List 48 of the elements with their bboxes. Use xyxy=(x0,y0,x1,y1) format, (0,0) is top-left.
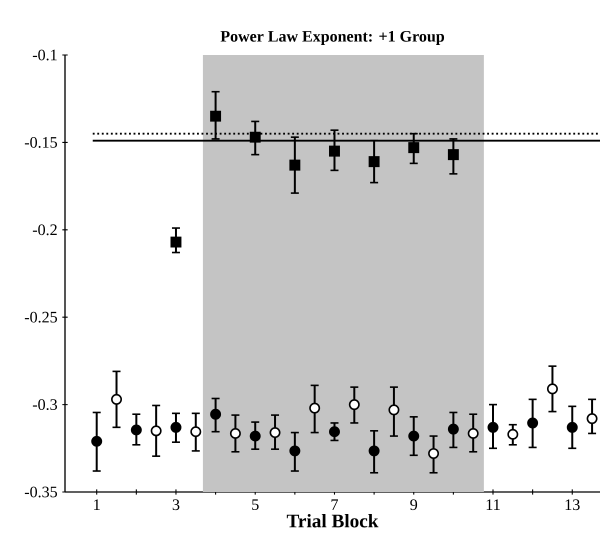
point xyxy=(250,430,261,442)
point xyxy=(309,402,320,414)
point xyxy=(468,428,479,439)
point xyxy=(329,146,340,157)
point xyxy=(388,404,400,416)
point xyxy=(566,422,578,433)
x-tick-label: 5 xyxy=(252,499,259,510)
point xyxy=(507,428,518,440)
point xyxy=(527,417,538,428)
point xyxy=(91,436,102,447)
point xyxy=(250,132,261,143)
y-tick-label: -0.1 xyxy=(32,50,57,60)
point xyxy=(210,408,222,420)
x-tick-label: 7 xyxy=(332,499,338,510)
point xyxy=(210,110,222,122)
y-tick-label: -0.15 xyxy=(24,136,58,148)
point xyxy=(408,430,420,442)
point xyxy=(190,426,202,438)
point xyxy=(170,236,182,248)
point xyxy=(546,383,558,394)
point xyxy=(111,394,122,405)
point xyxy=(170,422,182,433)
point xyxy=(130,424,142,436)
x-axis-title: Trial Block xyxy=(286,514,378,528)
point xyxy=(428,448,440,460)
point xyxy=(408,142,420,154)
point xyxy=(289,160,300,171)
x-tick-label: 1 xyxy=(94,499,100,510)
point xyxy=(270,427,281,438)
x-tick-label: 3 xyxy=(172,499,180,510)
point xyxy=(348,399,360,410)
y-tick-label: -0.2 xyxy=(32,224,57,236)
point xyxy=(230,428,241,439)
point xyxy=(368,445,380,456)
y-tick-label: -0.25 xyxy=(24,312,58,323)
point xyxy=(368,156,380,168)
y-tick-label: -0.35 xyxy=(24,486,58,498)
x-tick-label: 11 xyxy=(486,499,500,510)
point xyxy=(150,425,162,436)
x-tick-label: 13 xyxy=(566,499,580,510)
point xyxy=(289,445,300,456)
point xyxy=(448,424,459,435)
point xyxy=(329,426,340,438)
point xyxy=(488,422,498,433)
x-tick-label: 9 xyxy=(410,499,418,510)
y-tick-label: -0.3 xyxy=(32,399,58,410)
chart-title: Power Law Exponent: +1 Group xyxy=(220,30,444,45)
point xyxy=(448,149,459,160)
